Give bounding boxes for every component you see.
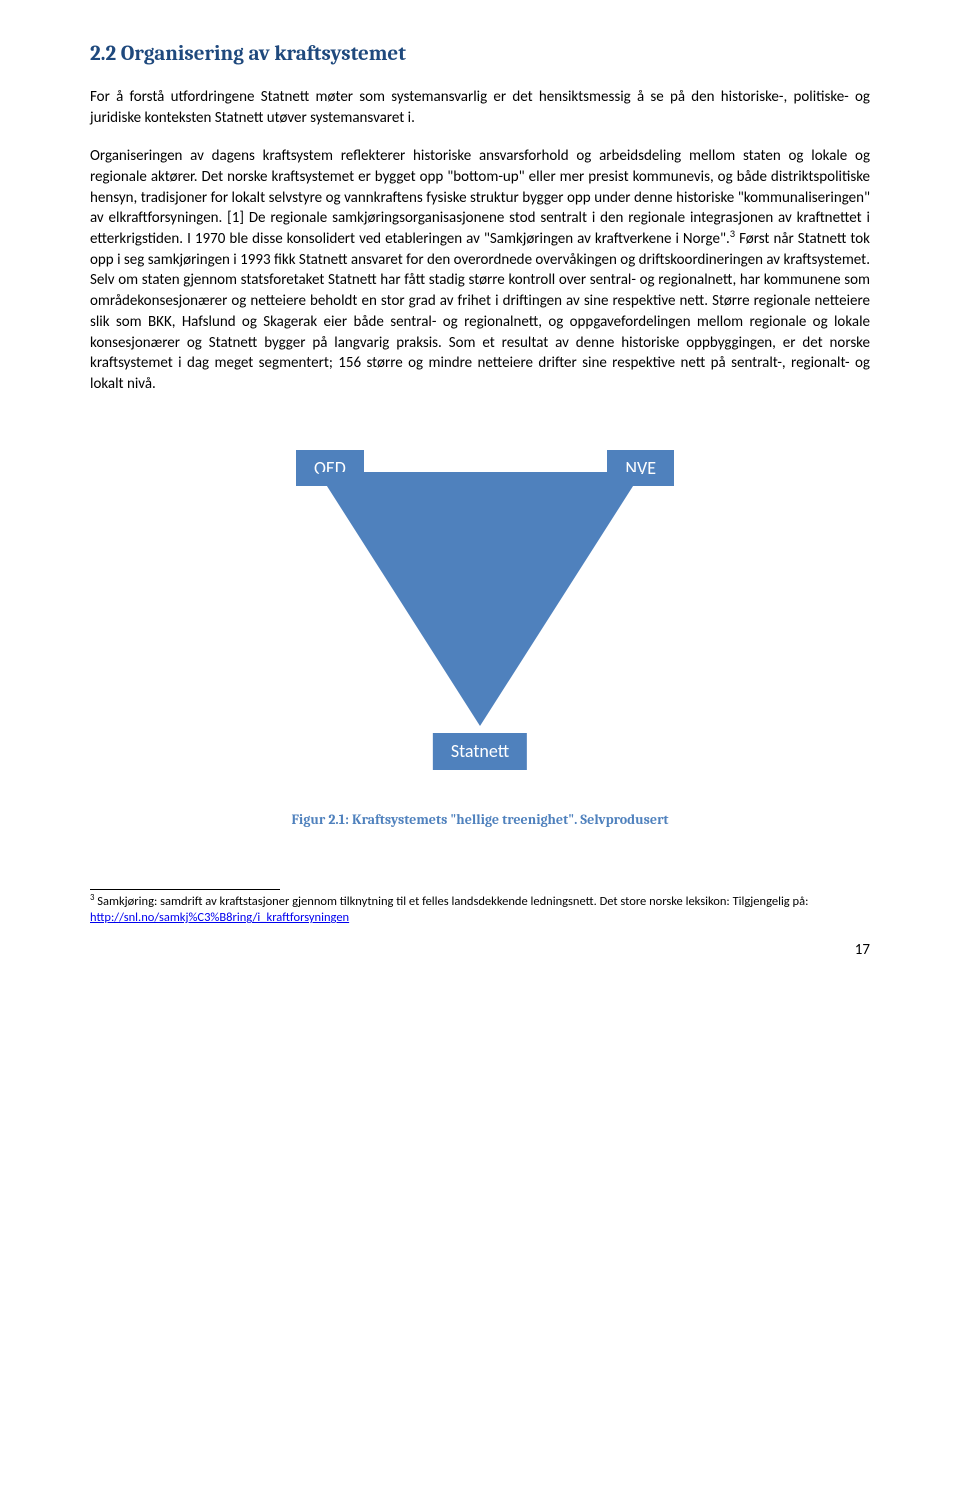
section-heading: 2.2 Organisering av kraftsystemet	[90, 40, 870, 69]
footnote-link[interactable]: http://snl.no/samkj%C3%B8ring/i_kraftfor…	[90, 910, 349, 925]
footnote-text: 3 Samkjøring: samdrift av kraftstasjoner…	[90, 894, 870, 927]
figure-caption: Figur 2.1: Kraftsystemets "hellige treen…	[291, 810, 668, 829]
diagram-box-statnett: Statnett	[433, 733, 527, 770]
page-number: 17	[90, 940, 870, 961]
figure-container: OED NVE Statnett Figur 2.1: Kraftsysteme…	[90, 450, 870, 829]
footnote-body: Samkjøring: samdrift av kraftstasjoner g…	[94, 894, 808, 909]
intro-paragraph: For å forstå utfordringene Statnett møte…	[90, 87, 870, 128]
footnote-separator	[90, 889, 280, 890]
diagram-triangle	[318, 472, 642, 726]
triangle-diagram: OED NVE Statnett	[240, 450, 720, 770]
main-paragraph: Organiseringen av dagens kraftsystem ref…	[90, 146, 870, 394]
para-text-b: Først når Statnett tok opp i seg samkjør…	[90, 230, 870, 393]
